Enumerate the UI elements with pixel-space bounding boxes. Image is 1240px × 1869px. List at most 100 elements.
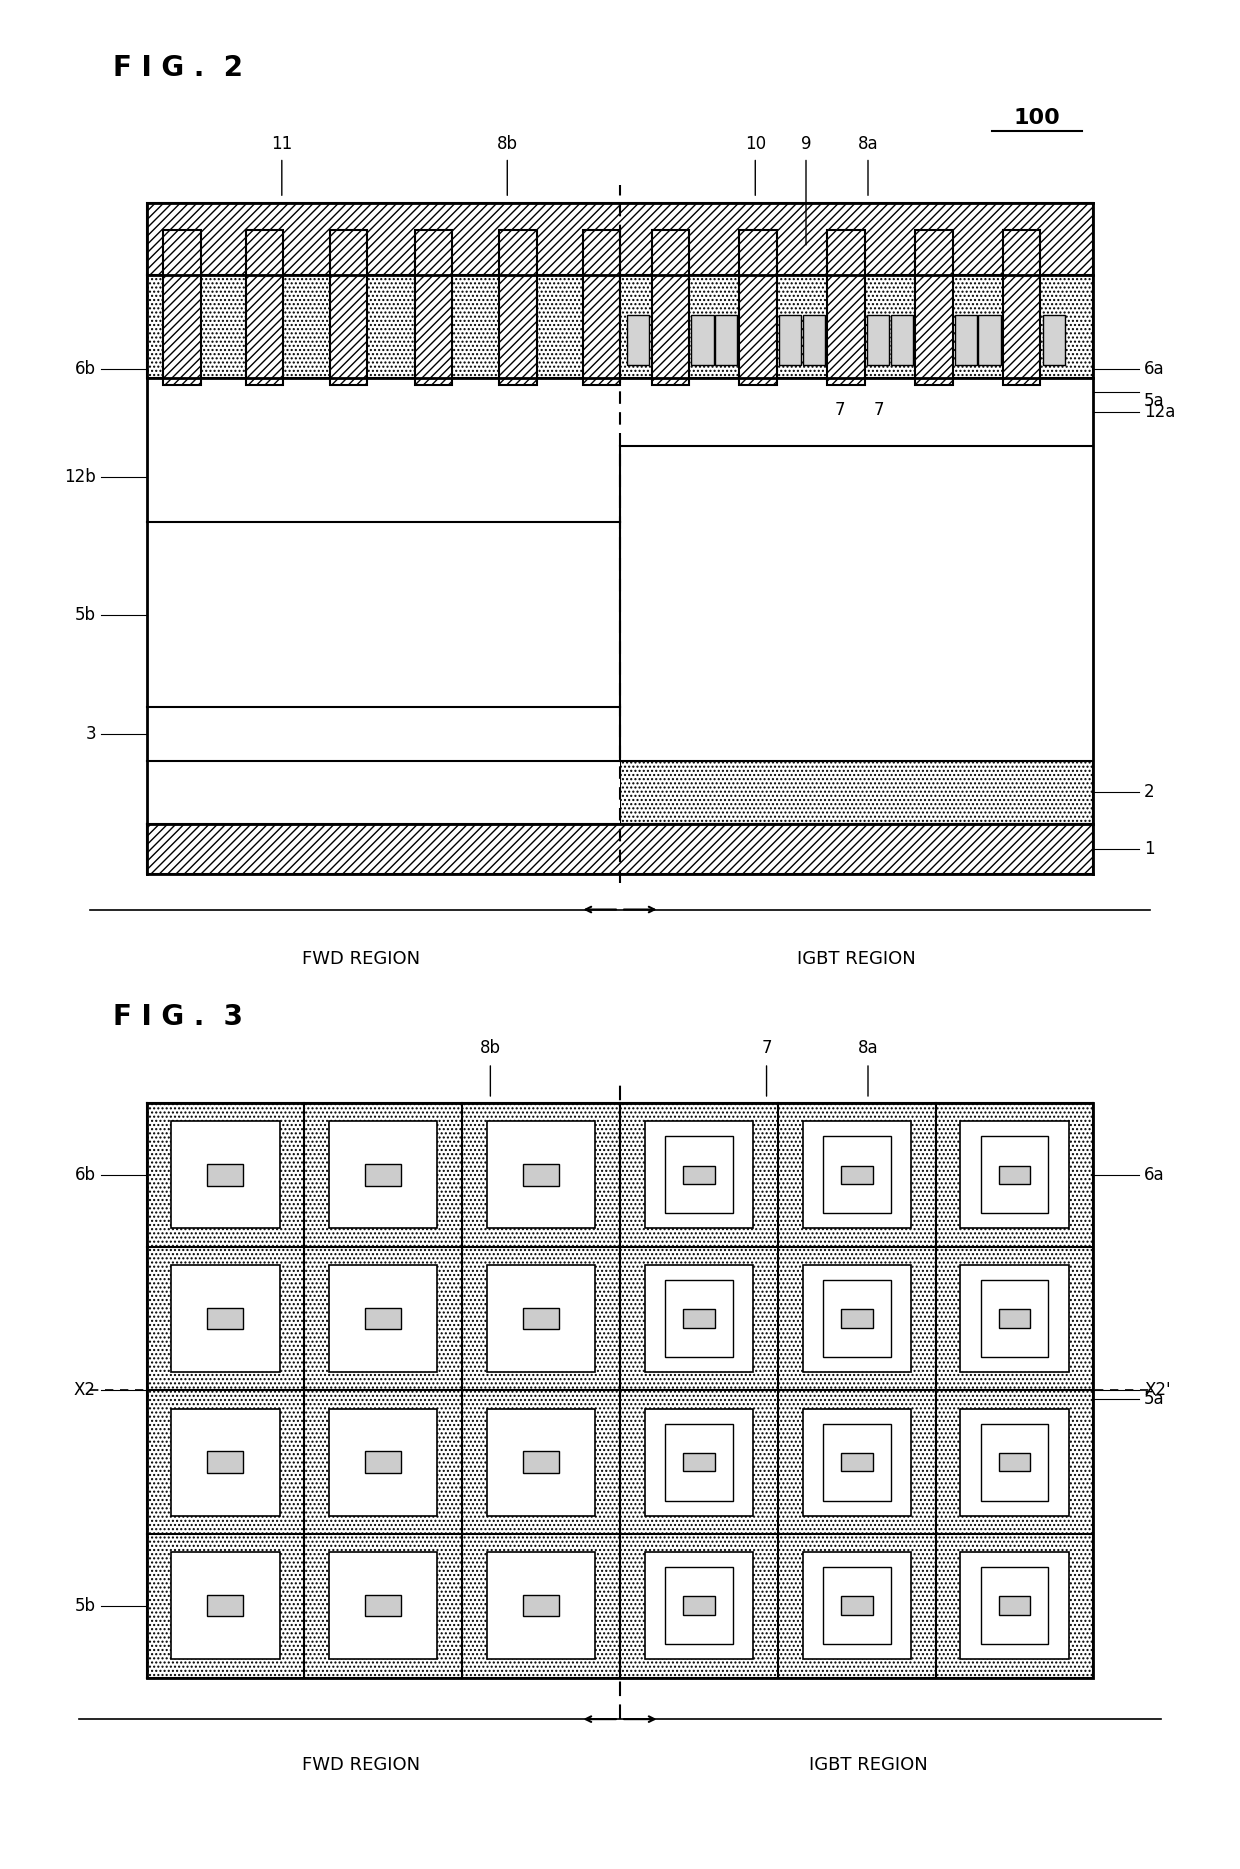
Bar [330,230,367,385]
Bar [487,1553,595,1660]
Bar [823,1280,890,1357]
Bar [487,1409,595,1516]
Text: 5a: 5a [1145,392,1164,409]
Bar [961,1409,1069,1516]
Bar [487,1121,595,1228]
Bar [867,316,889,364]
Bar [665,1568,733,1645]
Bar [329,1553,438,1660]
Bar [802,1121,911,1228]
Bar [998,1166,1030,1185]
Bar [779,316,801,364]
Text: 7: 7 [835,400,846,419]
Bar [645,1553,753,1660]
Bar [998,1596,1030,1615]
Bar [487,1265,595,1372]
Bar [171,1121,279,1228]
Bar [961,1121,1069,1228]
Bar [961,1265,1069,1372]
Text: 3: 3 [86,725,95,742]
Text: 6a: 6a [1145,1166,1164,1183]
Text: IGBT REGION: IGBT REGION [808,1757,928,1774]
Bar [366,1164,402,1185]
Text: 7: 7 [874,400,884,419]
Bar [802,1265,911,1372]
Bar [207,1164,243,1185]
Text: F I G .  2: F I G . 2 [113,54,243,82]
Bar [981,1280,1048,1357]
Text: 5b: 5b [74,1596,95,1615]
Bar [651,230,688,385]
Text: FWD REGION: FWD REGION [301,949,420,968]
Bar [366,1308,402,1329]
Text: 8b: 8b [497,135,518,153]
Bar [961,1553,1069,1660]
Bar [146,275,1094,378]
Bar [998,1308,1030,1327]
Bar [683,1308,714,1327]
Bar [207,1308,243,1329]
Bar [171,1409,279,1516]
Bar [739,230,776,385]
Bar [246,230,283,385]
Bar [915,230,952,385]
Bar [146,761,620,824]
Bar [523,1164,559,1185]
Bar [823,1568,890,1645]
Bar [366,1594,402,1617]
Bar [620,761,1094,824]
Bar [164,230,201,385]
Bar [998,1452,1030,1471]
Bar [841,1452,873,1471]
Bar [691,316,713,364]
Bar [329,1121,438,1228]
Bar [645,1409,753,1516]
Bar [841,1596,873,1615]
Bar [981,1136,1048,1213]
Bar [626,316,650,364]
Bar [146,824,1094,873]
Text: 8b: 8b [480,1039,501,1058]
Text: IGBT REGION: IGBT REGION [797,949,916,968]
Bar [665,1280,733,1357]
Text: 8a: 8a [858,1039,878,1058]
Bar [802,316,825,364]
Bar [207,1452,243,1473]
Bar [714,316,738,364]
Bar [683,1596,714,1615]
Bar [981,1568,1048,1645]
Text: F I G .  3: F I G . 3 [113,1004,243,1032]
Text: 7: 7 [761,1039,771,1058]
Text: 2: 2 [1145,783,1154,802]
Bar [329,1409,438,1516]
Bar [523,1452,559,1473]
Text: 100: 100 [1014,108,1060,129]
Text: 6a: 6a [1145,361,1164,378]
Bar [583,230,620,385]
Bar [523,1594,559,1617]
Text: 12a: 12a [1145,404,1176,421]
Bar [415,230,453,385]
Text: 8a: 8a [858,135,878,153]
Text: X2: X2 [74,1381,95,1400]
Bar [1043,316,1065,364]
Bar [890,316,913,364]
Bar [823,1424,890,1501]
Text: 5b: 5b [74,606,95,624]
Bar [665,1136,733,1213]
Bar [366,1452,402,1473]
Text: 12b: 12b [64,469,95,486]
Bar [802,1409,911,1516]
Bar [523,1308,559,1329]
Bar [1003,230,1040,385]
Bar [802,1553,911,1660]
Text: 6b: 6b [74,1166,95,1183]
Bar [827,230,864,385]
Bar [171,1553,279,1660]
Text: 10: 10 [745,135,766,153]
Bar [823,1136,890,1213]
Bar [683,1452,714,1471]
Text: 11: 11 [272,135,293,153]
Bar [683,1166,714,1185]
Bar [207,1594,243,1617]
